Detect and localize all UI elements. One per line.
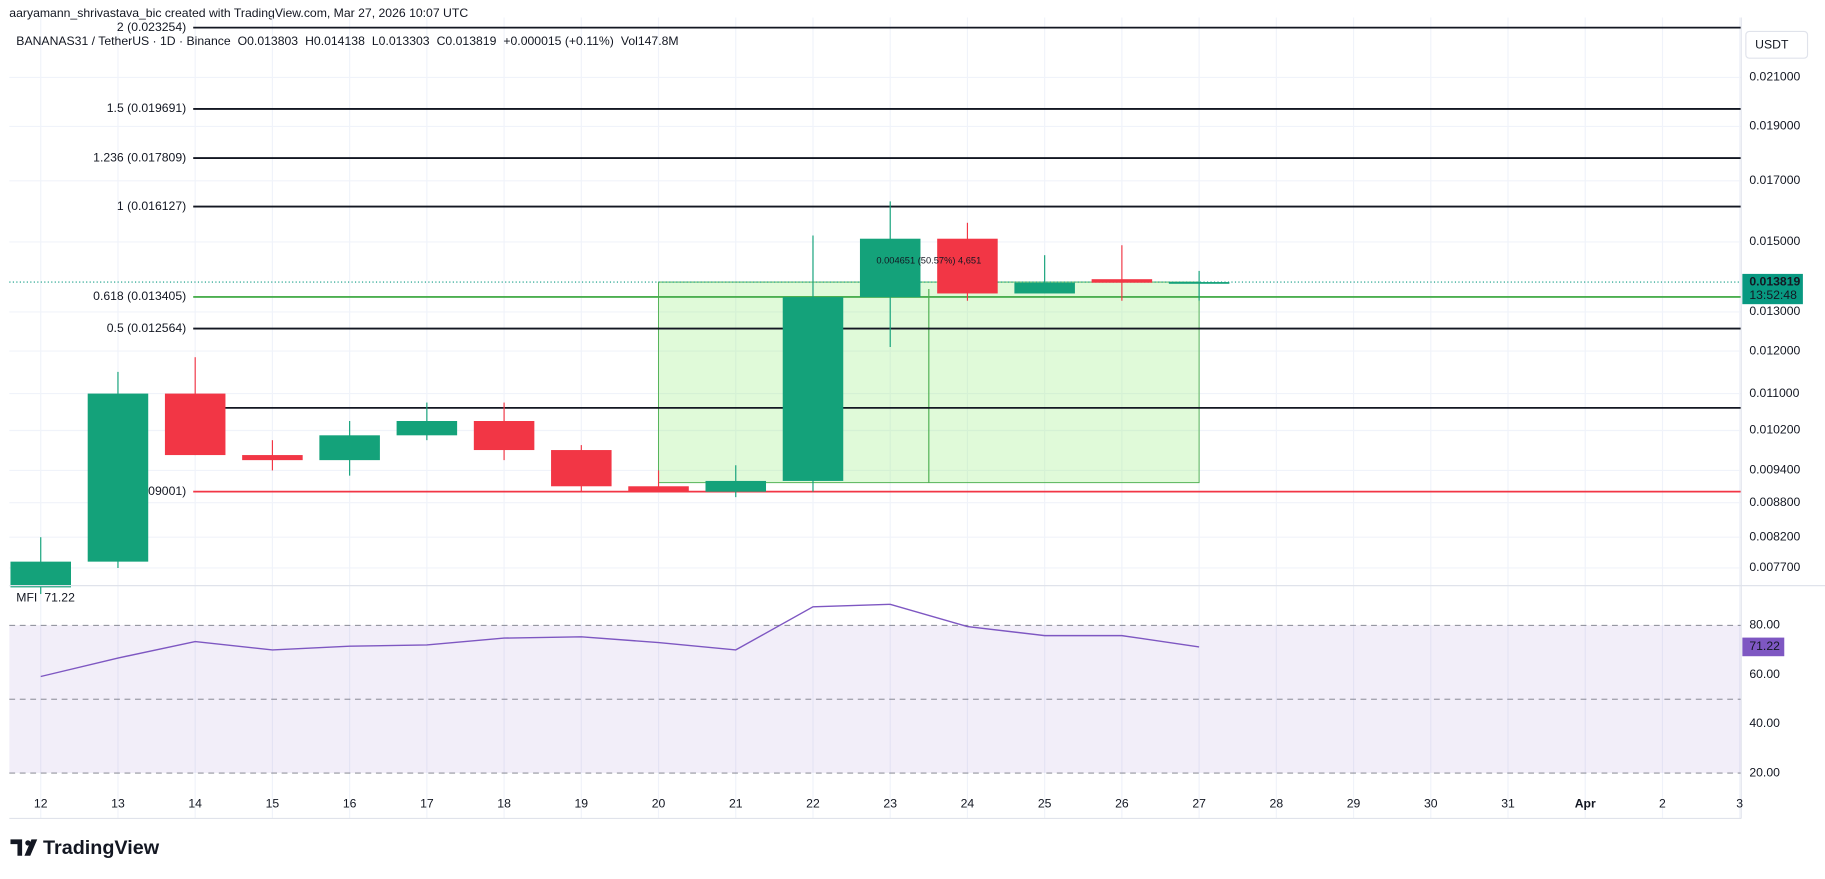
- x-tick-label: Apr: [1575, 797, 1596, 811]
- x-tick-label: 22: [806, 797, 820, 811]
- candle-body: [705, 480, 767, 492]
- candle-body: [473, 421, 535, 451]
- x-tick-label: 17: [420, 797, 434, 811]
- plot-layer: 2 (0.023254) 1.5 (0.019691) 1.236 (0.01780…: [9, 20, 1742, 774]
- last-price-badge: [1742, 273, 1803, 305]
- fib-label: 1.236 (0.017809): [93, 150, 186, 164]
- mfi-last-badge: [1742, 637, 1785, 657]
- candle-body: [396, 421, 458, 436]
- fib-label: 2 (0.023254): [117, 20, 186, 34]
- currency: USDT: [1755, 38, 1789, 52]
- candle-body: [242, 455, 303, 461]
- x-tick-label: 30: [1424, 797, 1438, 811]
- mfi-title-value: 71.22: [44, 591, 75, 605]
- logo: TradingView: [10, 837, 160, 859]
- mfi-line: [40, 603, 1200, 678]
- caption: aaryamann_shrivastava_bic created with T…: [9, 6, 468, 20]
- candle-body: [87, 393, 149, 562]
- y-tick-label: 80.00: [1749, 618, 1780, 632]
- logo-text: TradingView: [43, 837, 160, 859]
- x-tick-label: 25: [1038, 797, 1052, 811]
- x-tick-label: 23: [883, 797, 897, 811]
- candle-body: [10, 561, 71, 588]
- mfi-last-label: 71.22: [1749, 639, 1780, 653]
- y-tick-label: 0.008200: [1749, 529, 1800, 543]
- y-tick-label: 0.012000: [1749, 343, 1800, 357]
- x-tick-label: 26: [1115, 797, 1129, 811]
- candle-body: [782, 297, 844, 481]
- x-tick-label: 12: [34, 797, 48, 811]
- x-tick-label: 15: [266, 797, 280, 811]
- y-tick-label: 0.010200: [1749, 423, 1800, 437]
- grid-layer: [9, 17, 1742, 819]
- x-tick-label: 20: [652, 797, 666, 811]
- y-tick-label: 0.007700: [1749, 560, 1800, 574]
- fib-label: 0.5 (0.012564): [107, 321, 186, 335]
- x-tick-label: 24: [961, 797, 975, 811]
- legend-value: Vol147.8M: [621, 34, 679, 48]
- candle-body: [1091, 279, 1153, 283]
- candle-body: [937, 238, 998, 294]
- y-tick-label: 0.015000: [1749, 234, 1800, 248]
- x-tick-label: 29: [1347, 797, 1361, 811]
- legend-value: C0.013819: [437, 34, 497, 48]
- measure-label: 0.004651 (50.57%) 4,651: [876, 256, 981, 266]
- x-tick-label: 21: [729, 797, 743, 811]
- x-tick-label: 14: [188, 797, 202, 811]
- y-tick-label: 60.00: [1749, 667, 1780, 681]
- logo-dot: [25, 840, 31, 846]
- candle-body: [1014, 282, 1075, 294]
- currency-box[interactable]: [1745, 30, 1809, 59]
- fib-label: 0.618 (0.013405): [93, 289, 186, 303]
- y-tick-label: 0.008800: [1749, 495, 1800, 509]
- symbol-title: BANANAS31 / TetherUS · 1D · Binance: [16, 34, 231, 48]
- x-tick-label: 31: [1501, 797, 1515, 811]
- x-tick-label: 2: [1659, 797, 1666, 811]
- y-tick-label: 0.011000: [1749, 386, 1799, 400]
- x-tick-label: 13: [111, 797, 125, 811]
- legend-value: O0.013803: [238, 34, 299, 48]
- y-tick-label: 0.021000: [1749, 70, 1800, 84]
- y-tick-label: 0.013000: [1749, 304, 1800, 318]
- countdown-label: 13:52:48: [1749, 288, 1797, 302]
- x-tick-label: 28: [1270, 797, 1284, 811]
- candle-body: [1168, 282, 1230, 284]
- y-tick-label: 0.017000: [1749, 173, 1800, 187]
- legend-value: L0.013303: [372, 34, 430, 48]
- logo-icon: [10, 839, 38, 856]
- x-tick-label: 3: [1736, 797, 1743, 811]
- candle-body: [628, 486, 689, 492]
- y-tick-label: 20.00: [1749, 765, 1780, 779]
- y-tick-label: 0.009400: [1749, 463, 1800, 477]
- x-tick-label: 19: [575, 797, 589, 811]
- indicator-title: MFI: [16, 591, 37, 605]
- legend-value: +0.000015 (+0.11%): [503, 34, 613, 48]
- last-price-label: 0.013819: [1749, 274, 1800, 288]
- x-tick-label: 18: [497, 797, 511, 811]
- y-tick-label: 0.019000: [1749, 119, 1800, 133]
- legend-value: H0.014138: [305, 34, 365, 48]
- y-tick-label: 40.00: [1749, 716, 1780, 730]
- candle-body: [551, 450, 612, 487]
- x-tick-label: 16: [343, 797, 357, 811]
- candle-body: [859, 238, 921, 298]
- candle-body: [319, 435, 380, 461]
- fib-label: 1 (0.016127): [117, 199, 186, 213]
- fib-label: 09001): [148, 484, 186, 498]
- fib-label: 1.5 (0.019691): [107, 101, 186, 115]
- x-tick-label: 27: [1192, 797, 1206, 811]
- candle-body: [164, 393, 226, 456]
